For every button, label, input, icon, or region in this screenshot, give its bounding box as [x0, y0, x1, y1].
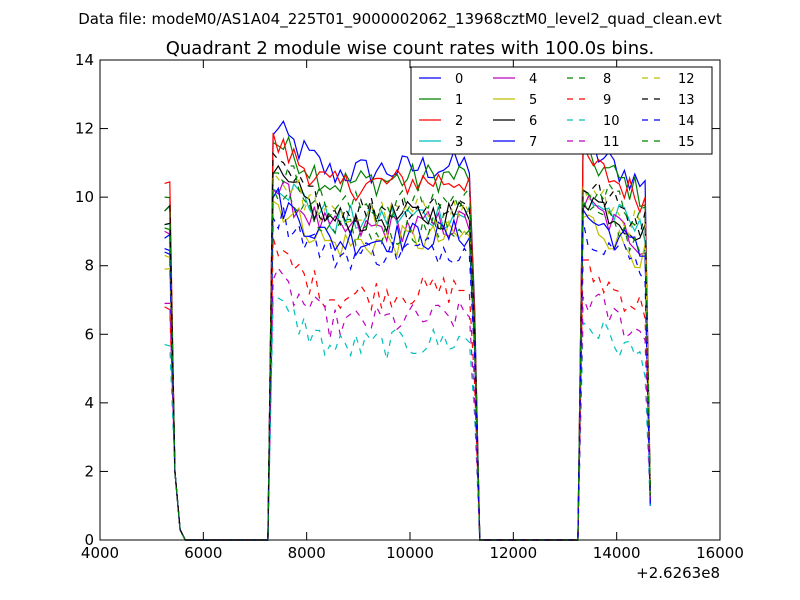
series-line-4: [164, 180, 651, 541]
legend-label-6: 6: [529, 114, 537, 129]
y-tick-label: 6: [84, 325, 94, 343]
x-offset-label: +2.6263e8: [636, 564, 720, 582]
series-line-14: [164, 207, 651, 541]
series-line-13: [164, 151, 651, 541]
chart-title: Quadrant 2 module wise count rates with …: [166, 38, 655, 59]
chart-suptitle: Data file: modeM0/AS1A04_225T01_90000020…: [78, 10, 722, 29]
y-tick-label: 8: [84, 257, 94, 275]
plot-series-group: [164, 120, 651, 541]
x-tick-label: 10000: [386, 544, 434, 562]
legend-label-12: 12: [678, 72, 695, 87]
axis-ticks: 4000 6000 8000 10000 12000 14000 1600002468101…: [75, 51, 744, 562]
series-line-10: [164, 297, 651, 541]
series-line-8: [164, 188, 651, 541]
x-tick-label: 8000: [288, 544, 326, 562]
legend-label-9: 9: [603, 93, 611, 108]
series-line-9: [164, 237, 651, 541]
x-tick-label: 14000: [593, 544, 641, 562]
series-line-2: [164, 132, 651, 541]
x-tick-label: 16000: [696, 544, 744, 562]
series-line-0: [164, 120, 651, 541]
series-line-5: [164, 200, 651, 541]
legend-label-7: 7: [529, 135, 537, 150]
legend-label-11: 11: [603, 135, 620, 150]
legend-label-14: 14: [678, 114, 695, 129]
y-tick-label: 14: [75, 51, 94, 69]
y-tick-label: 10: [75, 188, 94, 206]
legend-label-15: 15: [678, 135, 695, 150]
series-line-15: [164, 165, 651, 541]
y-tick-label: 4: [84, 394, 94, 412]
legend-label-0: 0: [455, 72, 463, 87]
series-line-3: [164, 183, 651, 541]
series-line-12: [164, 170, 651, 541]
legend-frame: [410, 66, 713, 155]
y-tick-label: 0: [84, 531, 94, 549]
legend-label-3: 3: [455, 135, 463, 150]
series-line-11: [164, 267, 651, 541]
legend-label-4: 4: [529, 72, 537, 87]
legend-label-10: 10: [603, 114, 620, 129]
x-tick-label: 12000: [489, 544, 537, 562]
y-tick-label: 2: [84, 462, 94, 480]
series-line-1: [164, 135, 651, 541]
legend-label-13: 13: [678, 93, 695, 108]
x-tick-label: 6000: [184, 544, 222, 562]
legend-label-8: 8: [603, 72, 611, 87]
series-line-6: [164, 164, 651, 541]
legend-label-5: 5: [529, 93, 537, 108]
series-line-7: [164, 186, 651, 541]
y-tick-label: 12: [75, 120, 94, 138]
legend-label-2: 2: [455, 114, 463, 129]
x-tick-label: 4000: [81, 544, 119, 562]
legend-label-1: 1: [455, 93, 463, 108]
